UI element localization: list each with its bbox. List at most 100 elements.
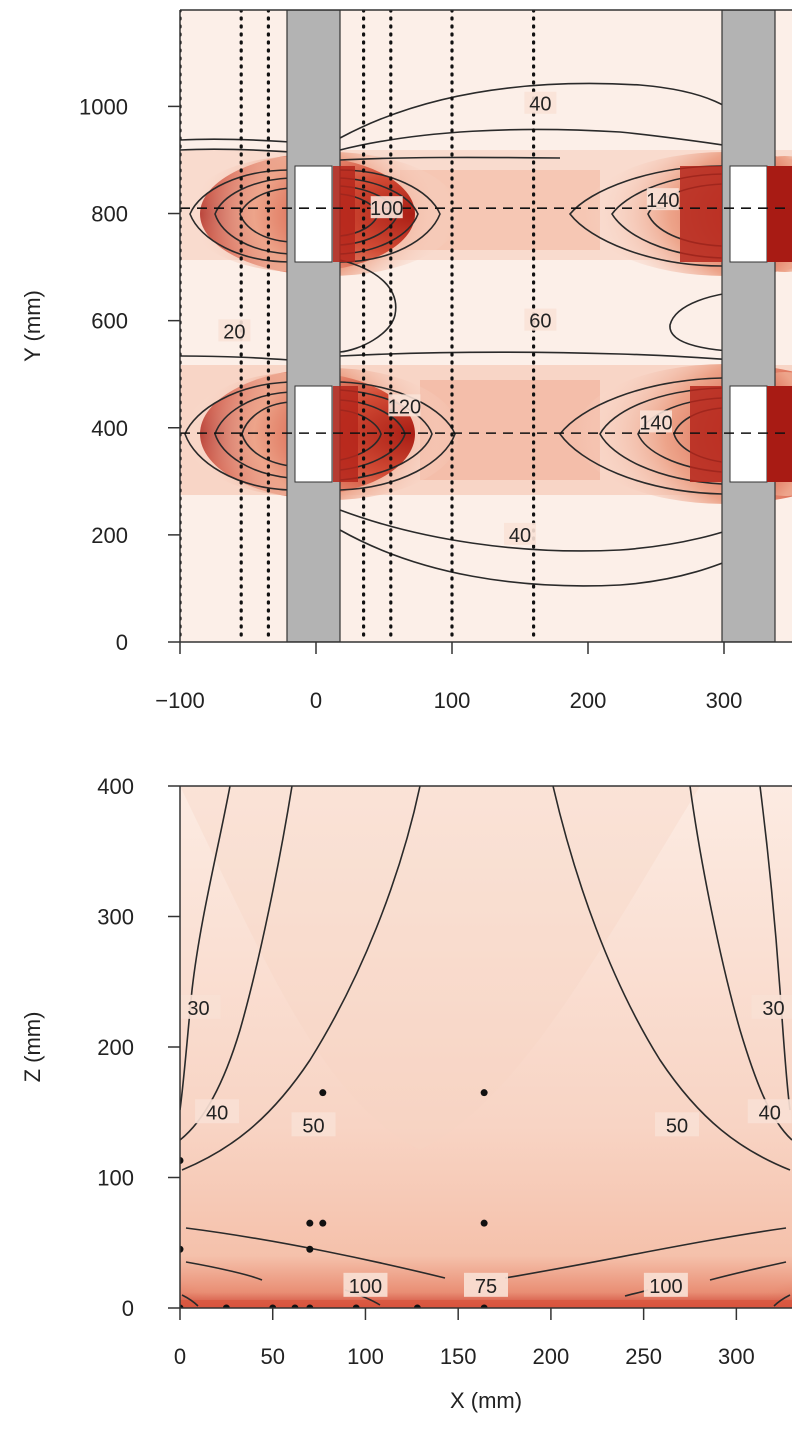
bottom-points	[180, 1089, 488, 1308]
top-contour-label-6: 100	[370, 198, 403, 220]
contour-lr-3	[637, 397, 723, 473]
bottom-x-tick-4: 200	[533, 1344, 570, 1369]
hot-corner-right	[732, 1268, 792, 1308]
measurement-point-2	[180, 1157, 184, 1165]
top-contour-label-bg-3	[218, 319, 251, 342]
bottom-contour-label-3: 75	[475, 1276, 497, 1298]
bottom-contour-label-7: 40	[759, 1102, 781, 1124]
top-contour-label-bg-6	[370, 196, 403, 219]
contour-lr-1	[559, 377, 723, 495]
grey-column-right	[721, 10, 776, 642]
hot-strip-lower-right	[767, 386, 792, 482]
bottom-contour-label-0: 30	[187, 998, 209, 1020]
opening-upper-right	[729, 165, 768, 263]
bottom-y-tick-0: 0	[122, 1296, 134, 1321]
hot-strip-upper-left	[333, 166, 355, 262]
top-contour-label-4: 140	[646, 190, 679, 212]
top-y-tick-2: 400	[91, 416, 128, 441]
top-contour-label-1: 60	[529, 311, 551, 333]
bottom-center-band	[180, 786, 700, 1150]
bottom-x-tick-0: 0	[174, 1344, 186, 1369]
top-y-tick-3: 600	[91, 309, 128, 334]
contour-ll-2	[339, 389, 433, 481]
contour-ul-5	[189, 169, 291, 263]
measurement-point-14	[413, 1304, 421, 1308]
bottom-x-tick-3: 150	[440, 1344, 477, 1369]
bottom-contour-label-bg-0	[180, 994, 221, 1019]
contour-50-right	[552, 786, 791, 1171]
contour-lr-2	[599, 387, 723, 485]
top-y-tick-0: 0	[116, 630, 128, 655]
contour-corner-left	[181, 1294, 199, 1307]
bottom-y-tick-3: 300	[97, 905, 134, 930]
contour-ll-5	[184, 381, 291, 491]
bottom-x-tick-1: 50	[260, 1344, 284, 1369]
bottom-x-axis-label: X (mm)	[450, 1388, 522, 1413]
measurement-point-7	[306, 1245, 314, 1253]
top-y-axis-label: Y (mm)	[20, 290, 45, 362]
contour-lower-outer	[339, 529, 761, 587]
contour-ll-3	[339, 399, 406, 471]
opening-lower-left	[294, 385, 333, 483]
hot-corner-left	[180, 1268, 240, 1308]
measurement-point-11	[291, 1304, 299, 1308]
measurement-point-13	[352, 1304, 360, 1308]
bottom-contour-label-6: 50	[666, 1115, 688, 1137]
top-heatmap: 40 60 40 20 140 140 100 120	[180, 10, 792, 642]
top-x-tick-2: 100	[434, 688, 471, 713]
contour-30-upper	[180, 128, 761, 151]
bottom-contour-label-1: 40	[206, 1102, 228, 1124]
contour-30-right	[759, 786, 791, 1111]
contour-ul-7	[239, 187, 291, 243]
top-y-tick-1: 200	[91, 523, 128, 548]
contour-upper-b	[180, 148, 561, 161]
top-contour-label-bg-0	[524, 91, 557, 114]
bottom-contour-label-5: 100	[649, 1276, 682, 1298]
bottom-y-tick-4: 400	[97, 774, 134, 799]
bottom-contour-label-bg-5	[643, 1272, 688, 1297]
top-x-tick-0: −100	[155, 688, 205, 713]
measurement-point-10	[269, 1304, 277, 1308]
measurement-point-5	[480, 1219, 488, 1227]
measurement-point-1	[480, 1089, 488, 1097]
top-x-tick-3: 200	[570, 688, 607, 713]
opening-lower-right	[729, 385, 768, 483]
measurement-point-8	[180, 1304, 184, 1308]
top-contour-label-2: 40	[509, 525, 531, 547]
dashed-lines	[180, 207, 792, 434]
opening-upper-left	[294, 165, 333, 263]
top-contour-label-bg-1	[524, 308, 557, 331]
contour-30-left	[180, 786, 231, 1111]
top-contour-label-0: 40	[529, 94, 551, 116]
contour-ul-2	[339, 177, 419, 255]
bottom-y-tick-1: 100	[97, 1166, 134, 1191]
contour-ul-6	[214, 177, 291, 255]
bottom-hot-strip	[180, 1300, 792, 1308]
contour-50-left	[181, 786, 421, 1171]
measurement-point-4	[319, 1219, 327, 1227]
top-contour-label-bg-4	[646, 188, 679, 211]
hot-strip-lower-mid	[690, 386, 722, 482]
hot-strip-upper-right	[767, 166, 792, 262]
contour-mid-left	[339, 259, 397, 353]
bottom-x-tick-5: 250	[625, 1344, 662, 1369]
bottom-y-axis-label: Z (mm)	[20, 1012, 45, 1083]
top-contour-label-3: 20	[223, 321, 245, 343]
bottom-contour-label-2: 50	[302, 1115, 324, 1137]
top-contour-label-bg-7	[388, 394, 421, 417]
bottom-x-tick-6: 300	[718, 1344, 755, 1369]
top-contour-labels: 40 60 40 20 140 140 100 120	[218, 91, 679, 547]
top-contour-label-7: 120	[388, 396, 421, 418]
contour-mid-right	[669, 289, 761, 353]
bottom-heatmap: 30 40 50 75 100 100 50 40 30	[180, 786, 792, 1308]
top-contour-label-5: 140	[639, 412, 672, 434]
hot-strip-lower-left	[333, 386, 358, 482]
contour-ll-6	[214, 391, 291, 479]
bottom-x-tick-2: 100	[347, 1344, 384, 1369]
top-y-tick-4: 800	[91, 202, 128, 227]
bottom-contour-label-4: 100	[349, 1276, 382, 1298]
top-x-tick-4: 300	[706, 688, 743, 713]
measurement-point-6	[180, 1245, 184, 1253]
top-x-tick-1: 0	[310, 688, 322, 713]
contour-ur-2	[611, 173, 723, 259]
